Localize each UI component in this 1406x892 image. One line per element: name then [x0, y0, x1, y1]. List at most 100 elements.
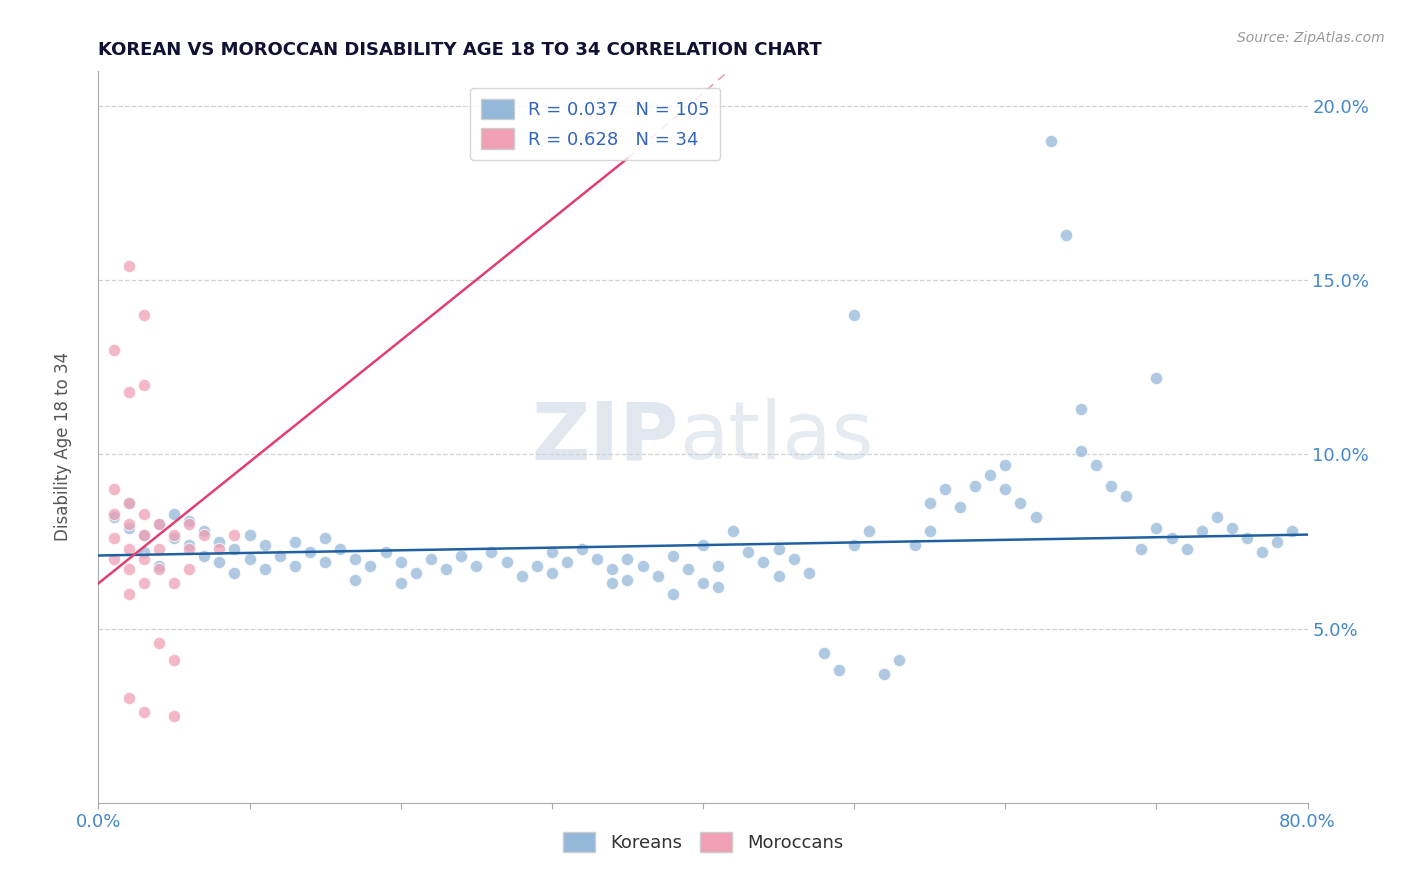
Point: [253, 538, 276, 552]
Point: [132, 552, 155, 566]
Point: [148, 558, 170, 573]
Point: [676, 562, 699, 576]
Point: [1267, 534, 1289, 549]
Point: [1144, 521, 1167, 535]
Point: [692, 538, 714, 552]
Point: [163, 531, 186, 545]
Point: [132, 705, 155, 719]
Point: [103, 510, 125, 524]
Point: [193, 549, 215, 563]
Point: [631, 558, 654, 573]
Point: [1010, 496, 1032, 510]
Text: KOREAN VS MOROCCAN DISABILITY AGE 18 TO 34 CORRELATION CHART: KOREAN VS MOROCCAN DISABILITY AGE 18 TO …: [98, 41, 823, 59]
Point: [224, 527, 246, 541]
Text: Disability Age 18 to 34: Disability Age 18 to 34: [55, 351, 72, 541]
Point: [103, 483, 125, 497]
Point: [1144, 371, 1167, 385]
Point: [193, 524, 215, 538]
Point: [1054, 228, 1077, 243]
Point: [208, 556, 231, 570]
Point: [118, 496, 141, 510]
Point: [269, 549, 291, 563]
Point: [132, 527, 155, 541]
Point: [661, 587, 683, 601]
Point: [193, 527, 215, 541]
Text: Source: ZipAtlas.com: Source: ZipAtlas.com: [1237, 31, 1385, 45]
Point: [360, 558, 382, 573]
Point: [179, 562, 201, 576]
Point: [1281, 524, 1303, 538]
Point: [179, 541, 201, 556]
Point: [918, 524, 941, 538]
Point: [1175, 541, 1198, 556]
Point: [284, 534, 307, 549]
Point: [314, 556, 336, 570]
Point: [148, 562, 170, 576]
Point: [132, 576, 155, 591]
Point: [1039, 134, 1062, 148]
Text: atlas: atlas: [679, 398, 873, 476]
Point: [1115, 489, 1137, 503]
Point: [224, 541, 246, 556]
Point: [148, 541, 170, 556]
Point: [707, 558, 730, 573]
Point: [132, 507, 155, 521]
Point: [586, 552, 609, 566]
Point: [1099, 479, 1122, 493]
Point: [1070, 402, 1092, 417]
Point: [103, 343, 125, 357]
Point: [1160, 531, 1182, 545]
Point: [118, 521, 141, 535]
Point: [103, 531, 125, 545]
Point: [723, 524, 745, 538]
Point: [465, 558, 488, 573]
Point: [420, 552, 443, 566]
Point: [344, 573, 367, 587]
Point: [873, 667, 896, 681]
Point: [208, 534, 231, 549]
Point: [118, 384, 141, 399]
Point: [118, 260, 141, 274]
Point: [481, 545, 503, 559]
Point: [526, 558, 548, 573]
Point: [797, 566, 820, 580]
Point: [1070, 444, 1092, 458]
Point: [163, 708, 186, 723]
Point: [934, 483, 956, 497]
Point: [844, 308, 866, 322]
Point: [132, 377, 155, 392]
Point: [148, 635, 170, 649]
Point: [1251, 545, 1274, 559]
Point: [179, 514, 201, 528]
Point: [965, 479, 987, 493]
Point: [179, 538, 201, 552]
Point: [239, 527, 262, 541]
Point: [783, 552, 806, 566]
Point: [752, 556, 775, 570]
Point: [904, 538, 927, 552]
Point: [707, 580, 730, 594]
Point: [329, 541, 352, 556]
Point: [314, 531, 336, 545]
Point: [284, 558, 307, 573]
Point: [118, 496, 141, 510]
Point: [918, 496, 941, 510]
Point: [647, 569, 669, 583]
Point: [661, 549, 683, 563]
Point: [994, 458, 1017, 472]
Point: [118, 691, 141, 706]
Point: [844, 538, 866, 552]
Point: [163, 527, 186, 541]
Point: [813, 646, 835, 660]
Point: [616, 552, 638, 566]
Point: [450, 549, 472, 563]
Point: [555, 556, 578, 570]
Point: [602, 576, 624, 591]
Point: [208, 541, 231, 556]
Point: [118, 541, 141, 556]
Point: [602, 562, 624, 576]
Point: [828, 664, 851, 678]
Point: [132, 527, 155, 541]
Point: [1085, 458, 1108, 472]
Point: [495, 556, 517, 570]
